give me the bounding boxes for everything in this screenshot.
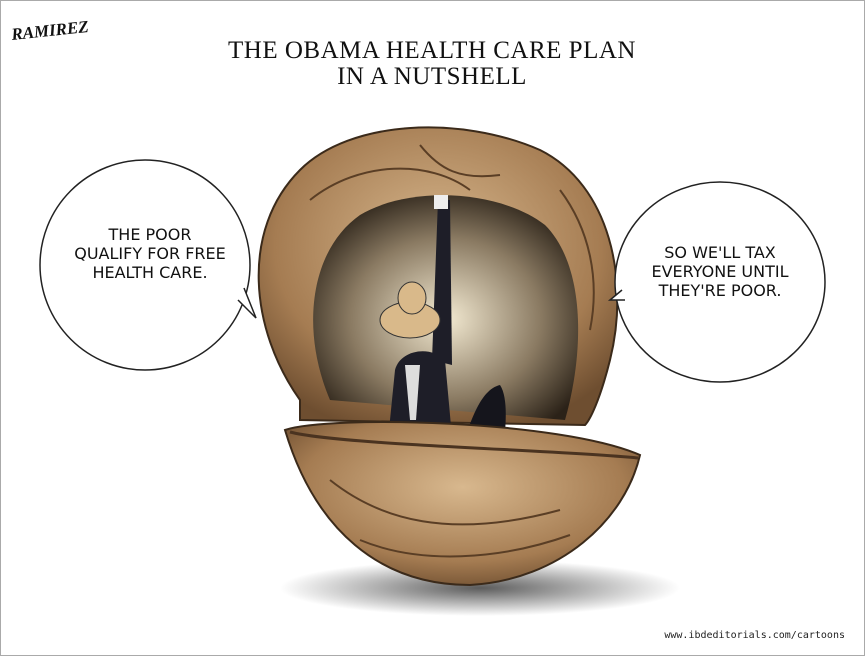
bubble-line: EVERYONE UNTIL [652,262,789,281]
bubble-line: THEY'RE POOR. [658,281,782,300]
shell-texture [309,144,595,331]
title-line: THE OBAMA HEALTH CARE PLAN [228,37,636,64]
speech-bubble [39,159,257,371]
bubble-line: QUALIFY FOR FREE [74,244,225,263]
shell-rim [289,430,639,460]
credit: www.ibdeditorials.com/cartoons [664,630,845,641]
bubble-line: SO WE'LL TAX [664,243,776,262]
bubble-line: THE POOR [108,225,192,244]
shadow [280,560,680,616]
shell-texture [329,479,571,558]
bubble-line: HEALTH CARE. [92,263,207,282]
speech-bubble [607,181,826,383]
title-line: IN A NUTSHELL [337,63,527,90]
